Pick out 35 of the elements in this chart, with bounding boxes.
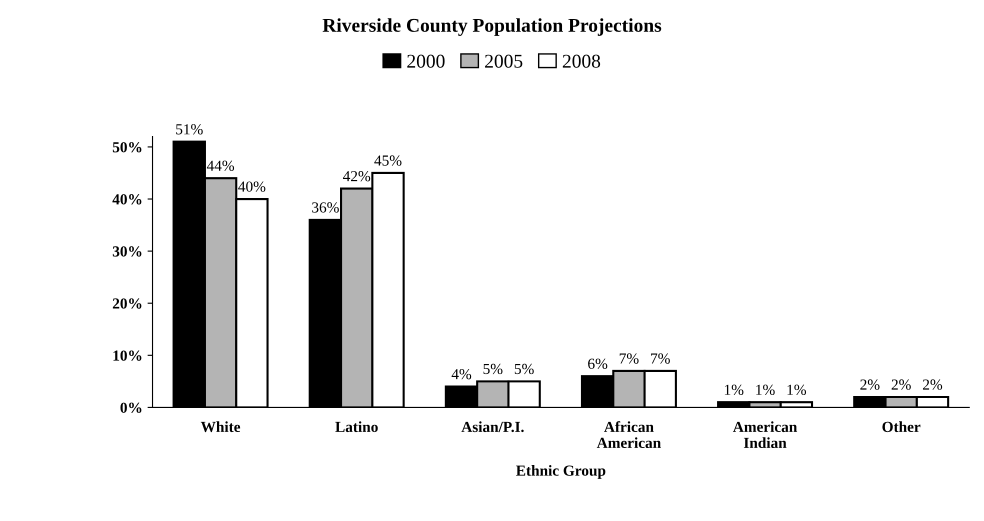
x-tick-label: Other	[882, 421, 920, 432]
data-label: 1%	[724, 384, 744, 395]
y-tick-label: 50%	[112, 142, 142, 152]
data-label: 2%	[892, 379, 911, 390]
chart-title: Riverside County Population Projections	[322, 18, 662, 36]
y-tick-label: 10%	[113, 350, 142, 361]
data-label: 44%	[206, 160, 234, 171]
data-label: 4%	[452, 369, 472, 380]
data-label: 5%	[484, 364, 502, 374]
x-axis-title: Ethnic Group	[516, 465, 606, 479]
data-label: 5%	[514, 364, 534, 374]
x-tick-label: Latino	[335, 421, 378, 432]
legend-label: 2005	[485, 54, 522, 68]
data-label: 6%	[588, 358, 608, 369]
y-tick-label: 0%	[120, 402, 142, 413]
legend-label: 2008	[562, 54, 600, 68]
legend-label: 2000	[407, 54, 445, 68]
x-tick-label: African American	[596, 421, 661, 448]
data-label: 2%	[860, 379, 880, 390]
x-tick-label: Asian/P.I.	[461, 421, 524, 432]
data-label: 7%	[651, 353, 670, 364]
y-tick-label: 40%	[112, 194, 142, 205]
x-tick-label: White	[200, 421, 240, 432]
data-label: 36%	[312, 202, 339, 213]
y-tick-label: 20%	[112, 298, 142, 309]
data-label: 1%	[756, 384, 775, 395]
data-label: 40%	[238, 181, 266, 192]
data-label: 51%	[176, 124, 203, 134]
y-tick-label: 30%	[112, 246, 142, 257]
data-label: 42%	[342, 171, 370, 182]
data-label: 2%	[922, 379, 942, 390]
data-label: 1%	[788, 384, 806, 395]
data-label: 7%	[620, 353, 639, 364]
data-label: 45%	[374, 155, 402, 166]
x-tick-label: American Indian	[732, 421, 798, 448]
